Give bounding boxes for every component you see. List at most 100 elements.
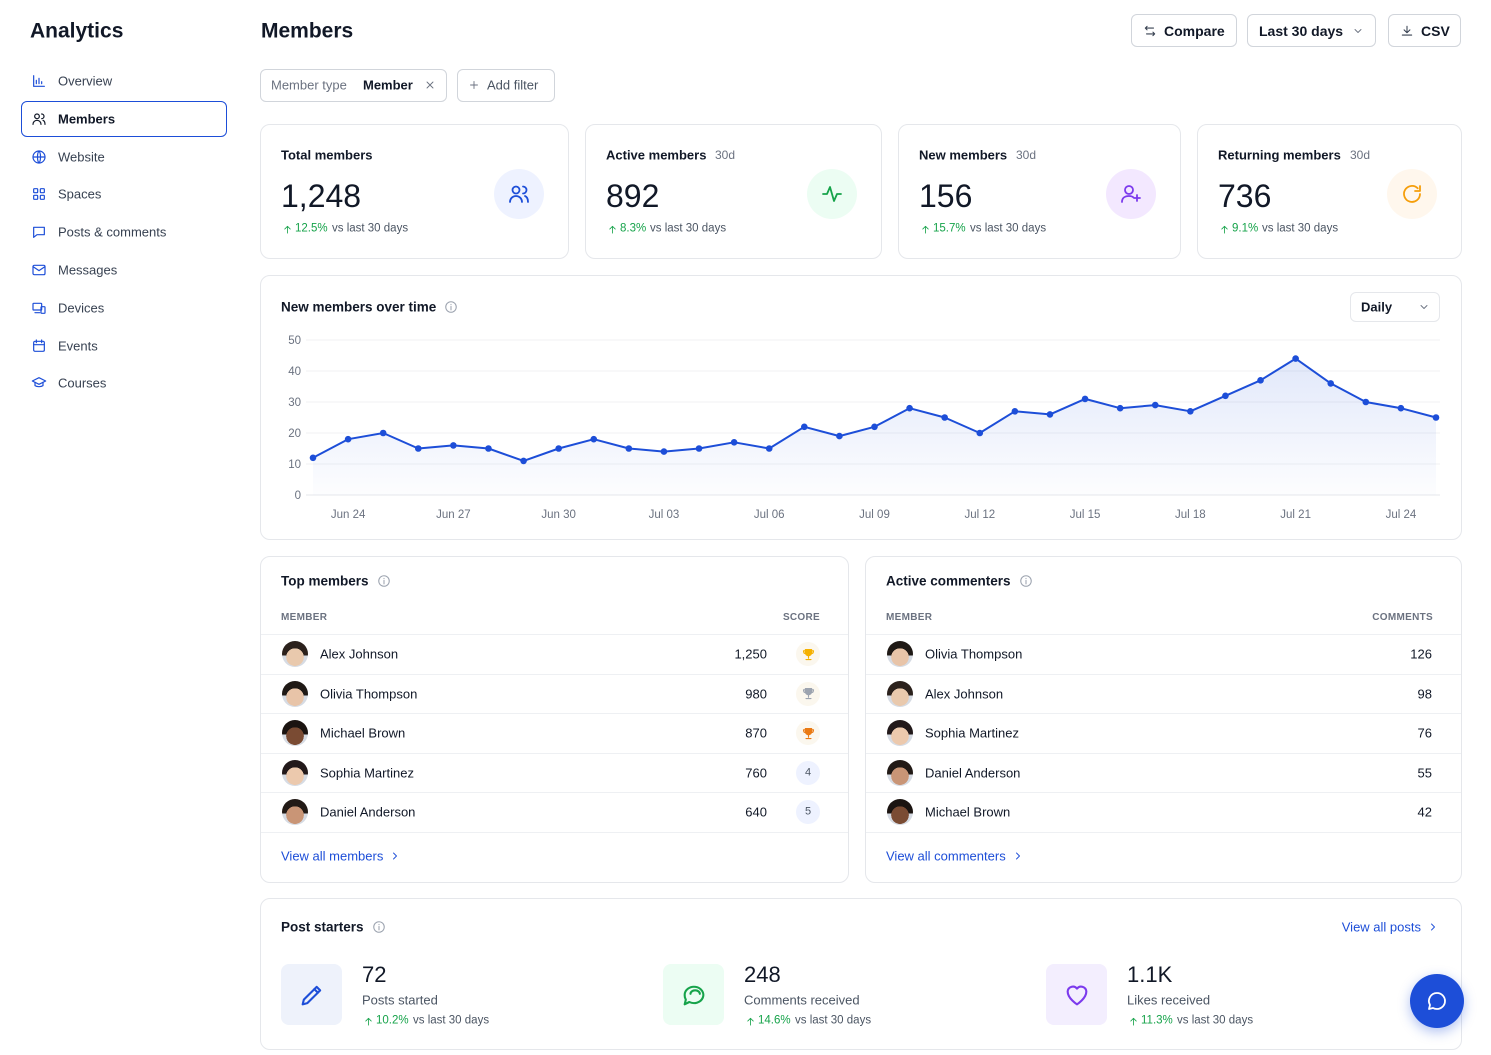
nav-icon bbox=[32, 113, 46, 125]
view-all-link[interactable]: View all members bbox=[281, 848, 384, 864]
header-button[interactable] bbox=[1388, 14, 1461, 47]
icon-part bbox=[33, 188, 39, 194]
stat-note: vs last 30 days bbox=[332, 222, 409, 235]
member-name[interactable]: Michael Brown bbox=[925, 804, 1011, 820]
member-name[interactable]: Olivia Thompson bbox=[925, 646, 1023, 662]
icon-part bbox=[522, 185, 529, 203]
nav-item[interactable] bbox=[21, 365, 227, 401]
nav-item[interactable] bbox=[21, 252, 227, 288]
nav-label[interactable]: Spaces bbox=[58, 186, 102, 202]
nav-label[interactable]: Messages bbox=[58, 262, 118, 278]
interval-select[interactable] bbox=[1350, 292, 1440, 322]
line-chart: 0 10 20 30 40 50 Jun 24 Jun 27 Jun 30 Jul 03 Jul 0… bbox=[288, 335, 1440, 521]
icon-part bbox=[1428, 992, 1446, 1010]
interval-label[interactable]: Daily bbox=[1361, 299, 1393, 315]
trend-icon bbox=[1220, 225, 1228, 234]
button-label[interactable]: Last 30 days bbox=[1259, 23, 1344, 39]
member-name[interactable]: Michael Brown bbox=[320, 725, 406, 741]
icon-part bbox=[41, 113, 46, 125]
nav-label[interactable]: Members bbox=[58, 111, 116, 127]
icon-part bbox=[1066, 985, 1087, 1005]
point bbox=[1327, 380, 1335, 387]
dropdown-icon bbox=[1354, 29, 1362, 33]
member-name[interactable]: Olivia Thompson bbox=[320, 686, 418, 701]
chat-button[interactable] bbox=[1410, 974, 1464, 1028]
stat-icon bbox=[509, 185, 529, 203]
button-label[interactable]: Compare bbox=[1164, 23, 1225, 39]
post-icon bbox=[1066, 985, 1087, 1005]
icon-part bbox=[364, 1017, 372, 1026]
member-name[interactable]: Alex Johnson bbox=[320, 646, 399, 662]
view-all-link[interactable]: View all posts bbox=[1341, 919, 1421, 935]
post-value: 1.1K bbox=[1127, 962, 1173, 987]
trophy-icon bbox=[802, 727, 814, 739]
row-divider bbox=[261, 752, 848, 754]
icon-part bbox=[1401, 25, 1413, 36]
y-tick-label: 30 bbox=[288, 397, 301, 409]
nav-item[interactable] bbox=[21, 100, 227, 137]
header-button[interactable] bbox=[1131, 14, 1237, 47]
add-filter[interactable] bbox=[457, 69, 555, 102]
y-tick-label: 0 bbox=[295, 490, 301, 502]
point bbox=[1292, 355, 1299, 362]
nav-label[interactable]: Courses bbox=[58, 375, 107, 391]
nav-label[interactable]: Events bbox=[58, 338, 98, 354]
avatar bbox=[887, 759, 913, 786]
nav-item[interactable] bbox=[21, 176, 227, 212]
icon-part bbox=[34, 382, 44, 388]
nav-item[interactable] bbox=[21, 63, 227, 99]
member-name[interactable]: Daniel Anderson bbox=[925, 765, 1021, 780]
nav-item[interactable] bbox=[21, 290, 227, 326]
view-all-link[interactable]: View all commenters bbox=[886, 848, 1006, 864]
nav-icon bbox=[31, 377, 47, 388]
member-name[interactable]: Alex Johnson bbox=[925, 686, 1004, 701]
header-button[interactable] bbox=[1247, 14, 1376, 47]
stat-icon-bg bbox=[494, 169, 544, 219]
point bbox=[1397, 404, 1405, 412]
icon-part bbox=[32, 264, 46, 276]
row-value: 42 bbox=[1417, 804, 1432, 820]
chart-title: New members over time bbox=[281, 299, 437, 315]
avatar bbox=[282, 680, 308, 707]
icon-part bbox=[32, 149, 46, 164]
nav-label[interactable]: Website bbox=[58, 149, 105, 165]
nav-icon bbox=[32, 302, 46, 314]
section-title: Post starters bbox=[281, 919, 364, 935]
nav-label[interactable]: Devices bbox=[58, 300, 105, 316]
member-name[interactable]: Sophia Martinez bbox=[925, 725, 1019, 741]
filter-chip[interactable] bbox=[260, 69, 447, 102]
stat-change: 15.7% bbox=[933, 222, 966, 235]
nav-item[interactable] bbox=[21, 328, 227, 364]
stat-label: Active members bbox=[606, 147, 707, 163]
button-icon bbox=[1401, 25, 1413, 36]
member-name[interactable]: Sophia Martinez bbox=[320, 765, 414, 780]
add-filter-label[interactable]: Add filter bbox=[487, 77, 539, 93]
nav-icon bbox=[33, 188, 45, 201]
icon-part bbox=[1403, 185, 1421, 203]
point bbox=[660, 448, 668, 455]
post-icon bbox=[683, 985, 704, 1005]
icon-part bbox=[1121, 194, 1141, 203]
button-label[interactable]: CSV bbox=[1421, 23, 1450, 39]
point bbox=[625, 445, 633, 452]
post-icon bbox=[301, 985, 321, 1005]
table-title: Top members bbox=[281, 573, 369, 589]
nav-icon bbox=[32, 149, 46, 164]
icon-part bbox=[683, 985, 704, 1005]
post-label: Comments received bbox=[744, 992, 860, 1008]
member-name[interactable]: Daniel Anderson bbox=[320, 804, 416, 820]
point bbox=[871, 423, 878, 431]
nav-icon bbox=[33, 75, 45, 87]
stat-icon bbox=[1403, 185, 1421, 203]
y-tick-label: 10 bbox=[288, 459, 301, 471]
icon-part bbox=[301, 985, 321, 1005]
icon-part bbox=[373, 921, 385, 933]
nav-label[interactable]: Posts & comments bbox=[58, 224, 167, 240]
nav-item[interactable] bbox=[21, 139, 227, 175]
post-icon-bg bbox=[1046, 964, 1107, 1025]
stat-value: 156 bbox=[919, 178, 973, 214]
nav-label[interactable]: Overview bbox=[58, 73, 113, 89]
row-divider bbox=[866, 832, 1461, 833]
point bbox=[801, 423, 808, 431]
